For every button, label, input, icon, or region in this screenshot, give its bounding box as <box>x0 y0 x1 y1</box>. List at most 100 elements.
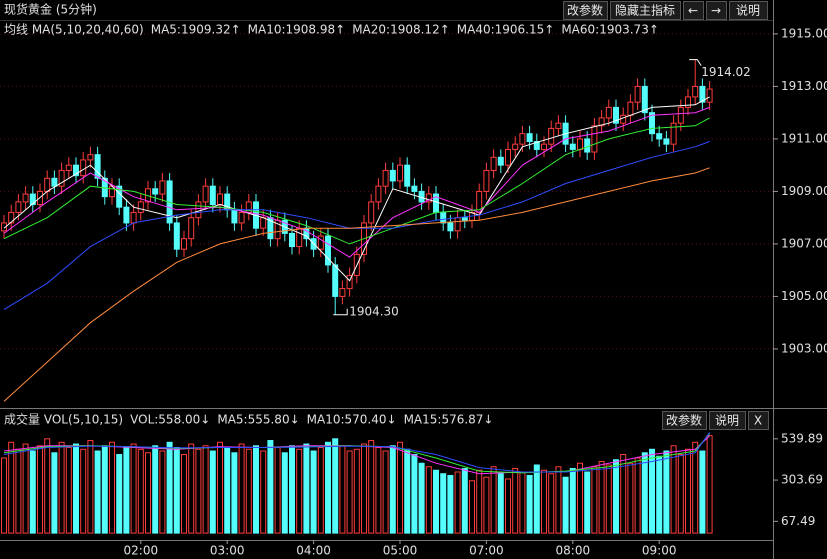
volume-bar <box>188 443 195 534</box>
volume-bar <box>1 457 7 534</box>
candle-body <box>505 148 511 166</box>
candle-body <box>512 143 519 150</box>
candle-body <box>65 164 72 171</box>
button-box[interactable] <box>683 1 704 20</box>
candle-body <box>15 201 22 213</box>
candle-body <box>555 122 562 129</box>
volume-bar <box>217 441 223 534</box>
candle-body <box>73 164 79 177</box>
button-label[interactable]: X <box>754 414 762 428</box>
volume-bar <box>469 480 475 534</box>
candle-body <box>209 185 216 206</box>
button[interactable]: 改参数 <box>662 411 707 430</box>
button-box[interactable] <box>610 1 681 20</box>
volume-bar <box>181 454 187 534</box>
volume-bar <box>238 443 245 534</box>
button[interactable]: 说明 <box>729 1 768 20</box>
candle-body <box>51 177 58 187</box>
button[interactable]: 改参数 <box>563 1 608 20</box>
x-tick-label: 04:00 <box>296 544 331 558</box>
volume-bar <box>677 454 684 534</box>
volume-bar <box>382 450 389 534</box>
volume-bar <box>37 445 43 534</box>
volume-bar <box>339 445 346 534</box>
legend-entry: MA15:576.87↓ <box>404 413 494 427</box>
candle-body <box>202 185 209 203</box>
volume-bar <box>533 464 540 534</box>
volume-bar <box>145 452 151 534</box>
candle-body <box>260 217 267 229</box>
candle-body <box>677 106 684 124</box>
volume-bar <box>512 467 519 534</box>
button-box[interactable] <box>662 411 707 430</box>
candle-body <box>447 222 454 232</box>
button[interactable]: 隐藏主指标 <box>610 1 681 20</box>
annotation: 1904.30 <box>349 304 399 318</box>
candle-body <box>137 201 144 213</box>
ma-line <box>3 432 711 473</box>
candle-body <box>188 217 195 240</box>
annotation-leader <box>333 308 348 316</box>
candle-body <box>541 143 547 150</box>
candle-body <box>685 96 691 108</box>
button-box[interactable] <box>563 1 608 20</box>
button-box[interactable] <box>748 411 769 430</box>
candle-body <box>332 264 339 297</box>
volume-bar <box>166 441 173 534</box>
candle-body <box>152 188 159 195</box>
candle-body <box>692 85 699 98</box>
button-box[interactable] <box>729 1 768 20</box>
volume-bar <box>692 441 699 534</box>
button[interactable]: 说明 <box>709 411 746 430</box>
button[interactable]: ← <box>683 1 704 20</box>
ma-line <box>3 141 710 311</box>
volume-bar <box>526 474 533 534</box>
button-label[interactable]: 说明 <box>715 413 739 428</box>
volume-bar <box>253 445 259 534</box>
button-label[interactable]: 说明 <box>736 3 760 18</box>
candle-body <box>231 209 238 224</box>
candle-body <box>8 211 15 224</box>
volume-bar <box>389 445 396 534</box>
volume-bar <box>281 452 288 534</box>
volume-bar <box>620 454 627 534</box>
volume-bar <box>605 464 612 534</box>
volume-bar <box>569 467 576 534</box>
volume-bar <box>670 445 677 534</box>
candle-body <box>397 164 403 182</box>
candle-body <box>382 169 389 187</box>
candle-body <box>533 141 540 150</box>
candle-body <box>317 235 324 250</box>
x-tick-label: 08:00 <box>556 544 591 558</box>
candle-body <box>116 185 123 208</box>
volume-bar <box>663 450 670 534</box>
candle-body <box>519 133 526 145</box>
button-label[interactable]: ← <box>688 4 698 18</box>
volume-bar <box>65 447 72 534</box>
button-label[interactable]: 改参数 <box>666 413 702 428</box>
y-tick-label: 1911.00 <box>781 131 827 145</box>
candle-body <box>454 217 461 232</box>
button-label[interactable]: 隐藏主指标 <box>615 3 675 18</box>
candle-body <box>389 169 396 182</box>
button-label[interactable]: → <box>711 4 721 18</box>
page-title: 现货黄金 (5分钟) <box>4 2 97 17</box>
legend-entry: MA5:1909.32↑ <box>151 23 241 37</box>
volume-bar <box>505 478 511 534</box>
button-box[interactable] <box>709 411 746 430</box>
volume-bar <box>562 476 569 534</box>
volume-bar <box>454 471 461 534</box>
ma-line <box>3 167 710 402</box>
button-box[interactable] <box>706 1 727 20</box>
candle-body <box>375 185 382 203</box>
button-label[interactable]: 改参数 <box>567 3 603 18</box>
button[interactable]: → <box>706 1 727 20</box>
button[interactable]: X <box>748 411 769 430</box>
volume-bar <box>80 448 87 534</box>
x-tick-label: 02:00 <box>124 544 159 558</box>
legend-entry: MA60:1903.73↑ <box>561 23 659 37</box>
candle-body <box>368 201 375 224</box>
candle-body <box>346 274 353 290</box>
candle-body <box>490 156 497 171</box>
